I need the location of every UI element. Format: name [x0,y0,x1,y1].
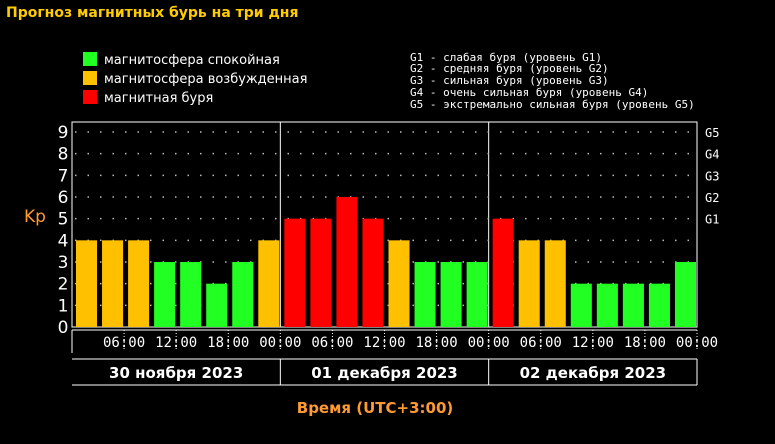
legend-label-active: магнитосфера возбужденная [104,72,307,87]
y-tick-label: 8 [58,145,69,165]
bar [102,240,124,327]
day-label: 02 декабря 2023 [520,364,667,382]
bar [414,262,436,327]
legend-swatch-storm [83,90,97,104]
bars [76,197,696,327]
bar [622,283,644,327]
bar [648,283,670,327]
g-axis-label: G3 [705,169,719,183]
page-title: Прогноз магнитных бурь на три дня [6,5,299,21]
g-level-3: G3 - сильная буря (уровень G3) [410,74,609,87]
bar [492,218,514,327]
g-levels-list: G1 - слабая буря (уровень G1) G2 - средн… [410,51,695,111]
x-tick-label: 00:00 [259,335,301,351]
y-axis-label: Kp [24,207,46,227]
bar [596,283,618,327]
bar [154,262,176,327]
plot-frame [71,121,698,328]
plot-border [71,121,698,328]
legend-label-storm: магнитная буря [104,91,213,106]
bar [258,240,280,327]
x-tick-label: 00:00 [676,335,718,351]
day-labels: 30 ноября 2023 01 декабря 2023 02 декабря … [72,358,698,386]
g-axis-label: G1 [705,213,719,227]
g-axis: G5 G4 G3 G2 G1 [705,126,719,227]
x-tick-label: 06:00 [311,335,353,351]
bar [128,240,150,327]
x-axis: 06:00 12:00 18:00 00:00 06:00 12:00 18:00 00:00… [71,329,718,353]
g-level-1: G1 - слабая буря (уровень G1) [410,51,602,64]
y-tick-label: 0 [58,318,69,338]
bar [206,283,228,327]
x-tick-label: 12:00 [155,335,197,351]
legend-swatch-active [83,71,97,85]
y-tick-label: 9 [58,123,69,143]
y-tick-label: 1 [58,296,69,316]
g-axis-label: G2 [705,191,719,205]
x-tick-label: 00:00 [468,335,510,351]
y-tick-label: 2 [58,275,69,295]
y-tick-label: 6 [58,188,69,208]
bar [440,262,462,327]
legend-label-calm: магнитосфера спокойная [104,53,280,68]
x-tick-label: 06:00 [520,335,562,351]
bar [232,262,254,327]
y-tick-label: 3 [58,253,69,273]
g-axis-label: G5 [705,126,719,140]
y-tick-label: 4 [58,231,69,251]
bar [310,218,332,327]
bar [76,240,98,327]
bar [674,262,696,327]
day-label: 01 декабря 2023 [311,364,458,382]
x-tick-label: 12:00 [572,335,614,351]
bar [388,240,410,327]
legend: магнитосфера спокойная магнитосфера возб… [83,52,307,106]
bar [466,262,488,327]
x-tick-label: 18:00 [624,335,666,351]
g-level-4: G4 - очень сильная буря (уровень G4) [410,86,648,99]
legend-swatch-calm [83,52,97,66]
y-tick-label: 5 [58,210,69,230]
x-tick-label: 18:00 [207,335,249,351]
x-tick-label: 12:00 [363,335,405,351]
bar [284,218,306,327]
day-label: 30 ноября 2023 [109,364,243,382]
bar [570,283,592,327]
bar [518,240,540,327]
bar [336,197,358,327]
bar [180,262,202,327]
g-axis-label: G4 [705,148,719,162]
x-tick-label: 06:00 [103,335,145,351]
g-level-2: G2 - средняя буря (уровень G2) [410,62,609,75]
x-axis-label: Время (UTC+3:00) [297,399,453,417]
y-tick-label: 7 [58,166,69,186]
x-tick-label: 18:00 [416,335,458,351]
bar [362,218,384,327]
g-level-5: G5 - экстремально сильная буря (уровень … [410,98,695,111]
bar [544,240,566,327]
